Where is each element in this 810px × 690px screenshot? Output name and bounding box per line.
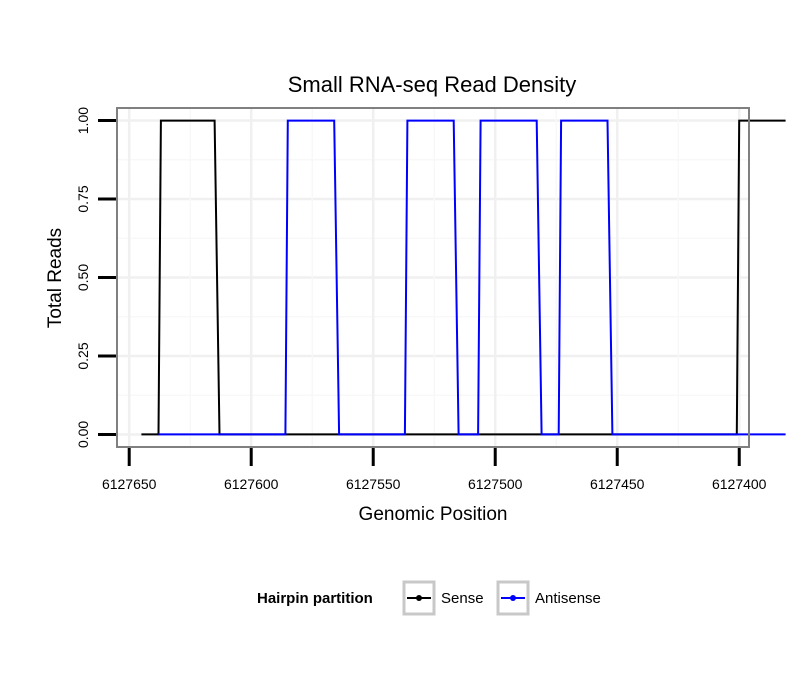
- y-axis-title: Total Reads: [45, 228, 66, 328]
- y-tick-label: 0.25: [75, 342, 91, 369]
- x-tick-label: 6127450: [590, 476, 645, 492]
- x-axis-title: Genomic Position: [359, 504, 508, 525]
- y-tick-label: 0.75: [75, 185, 91, 212]
- legend-label-antisense: Antisense: [535, 590, 601, 607]
- chart-title: Small RNA-seq Read Density: [288, 72, 577, 97]
- legend-title: Hairpin partition: [257, 590, 373, 607]
- x-tick-label: 6127650: [102, 476, 157, 492]
- x-tick-label: 6127550: [346, 476, 401, 492]
- x-axis: 6127650 6127600 6127550 6127500 6127450 61274…: [102, 448, 767, 492]
- x-tick-label: 6127400: [712, 476, 767, 492]
- legend: Hairpin partition Sense Antisense: [257, 580, 601, 616]
- series-layer: [141, 119, 786, 436]
- y-axis: 0.00 0.25 0.50 0.75 1.00: [75, 107, 116, 448]
- legend-key-point: [416, 595, 422, 601]
- y-tick-label: 0.00: [75, 421, 91, 448]
- y-tick-label: 1.00: [75, 107, 91, 134]
- legend-items: Sense Antisense: [402, 580, 601, 616]
- legend-label-sense: Sense: [441, 590, 484, 607]
- plot-border: [116, 107, 750, 448]
- legend-key-point: [510, 595, 516, 601]
- x-tick-label: 6127500: [468, 476, 523, 492]
- series-line-antisense: [158, 119, 786, 436]
- x-tick-label: 6127600: [224, 476, 279, 492]
- y-tick-label: 0.50: [75, 264, 91, 291]
- grid-lines: [117, 108, 749, 447]
